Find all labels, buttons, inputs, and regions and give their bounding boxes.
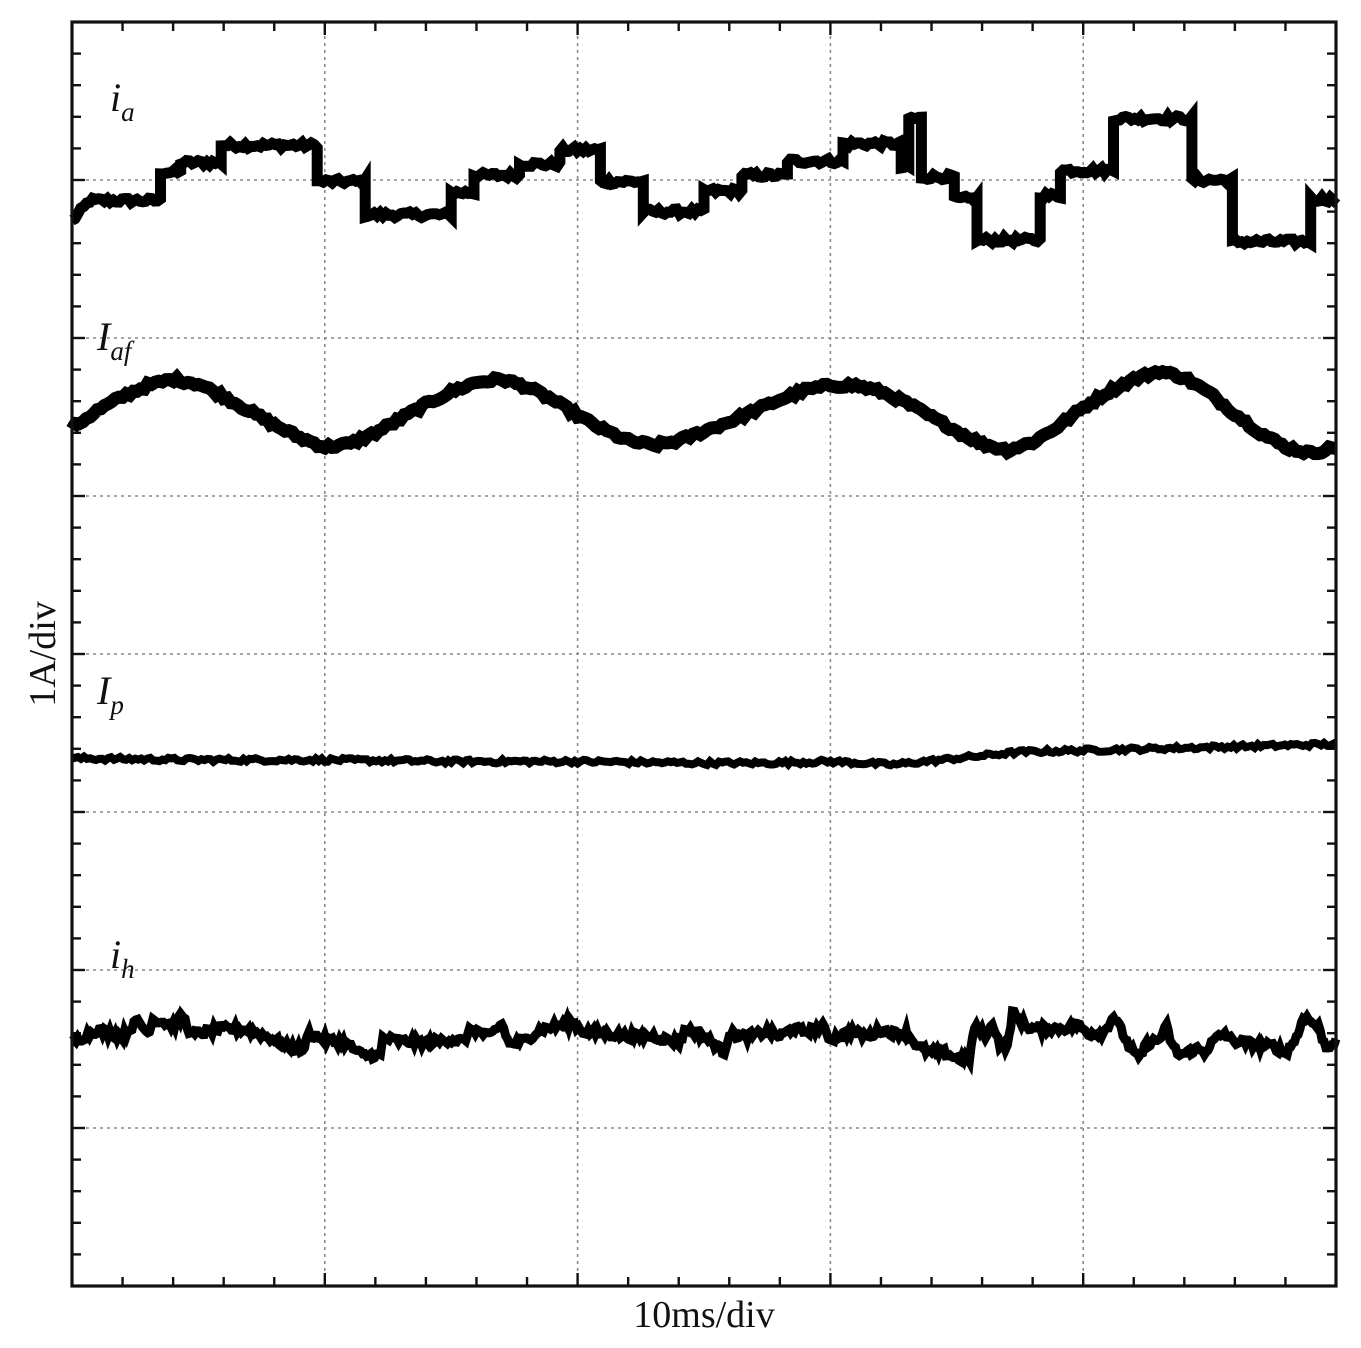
traces [66, 100, 1341, 1076]
trace-label-ip-symbol: I [96, 668, 112, 713]
grid [72, 22, 1336, 1286]
trace-label-ih-subscript: h [121, 954, 135, 984]
trace-label-iaf: Iaf [96, 314, 135, 366]
trace-iaf [66, 364, 1337, 461]
plot-frame [70, 20, 1338, 1288]
trace-label-ih: ih [110, 932, 135, 984]
x-axis-label: 10ms/div [633, 1294, 774, 1336]
trace-label-iaf-subscript: af [110, 336, 135, 366]
y-axis-label: 1A/div [22, 601, 64, 707]
trace-label-ip: Ip [96, 668, 124, 720]
trace-label-ih-symbol: i [110, 932, 121, 977]
trace-label-ia-subscript: a [121, 97, 135, 127]
trace-label-iaf-symbol: I [96, 314, 112, 359]
trace-ia [69, 100, 1341, 254]
trace-label-ia-symbol: i [110, 75, 121, 120]
trace-ip [70, 737, 1338, 771]
trace-label-ia: ia [110, 75, 135, 127]
trace-label-ip-subscript: p [108, 690, 124, 720]
trace-ih [69, 1005, 1341, 1076]
